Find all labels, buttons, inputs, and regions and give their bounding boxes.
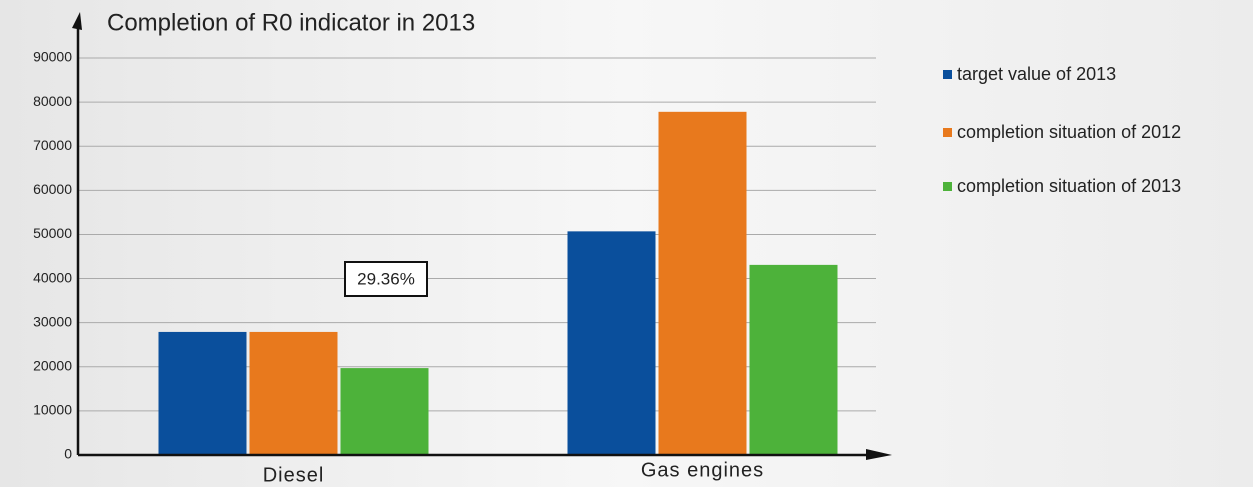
bar	[567, 231, 656, 455]
annotation: 29.36%	[357, 269, 415, 288]
y-tick-label: 20000	[33, 357, 72, 373]
chart-title: Completion of R0 indicator in 2013	[107, 9, 475, 36]
bar	[749, 264, 838, 455]
x-tick-label: Gas engines	[641, 459, 764, 481]
y-tick-label: 80000	[33, 93, 72, 109]
y-tick-label: 50000	[33, 225, 72, 241]
y-tick-label: 30000	[33, 313, 72, 329]
legend-label: completion situation of 2013	[957, 176, 1181, 196]
y-tick-label: 90000	[33, 49, 72, 65]
legend-swatch	[943, 128, 952, 137]
y-tick-label: 60000	[33, 181, 72, 197]
y-tick-label: 40000	[33, 269, 72, 285]
y-tick-label: 10000	[33, 402, 72, 418]
y-tick-label: 0	[64, 446, 72, 462]
bar	[658, 111, 747, 455]
legend-label: completion situation of 2012	[957, 122, 1181, 142]
legend-swatch	[943, 70, 952, 79]
x-tick-label: Diesel	[263, 464, 325, 486]
x-axis-arrow	[866, 449, 892, 460]
bar	[249, 331, 338, 455]
y-axis-arrow	[72, 12, 82, 30]
bar	[158, 331, 247, 455]
plot-area: 0 10000 20000 30000 40000 50000 60000 70000 8000…	[33, 12, 1181, 486]
bar	[340, 368, 429, 455]
legend-swatch	[943, 182, 952, 191]
annotation-box	[344, 261, 428, 297]
y-tick-label: 70000	[33, 137, 72, 153]
legend-label: target value of 2013	[957, 64, 1116, 84]
